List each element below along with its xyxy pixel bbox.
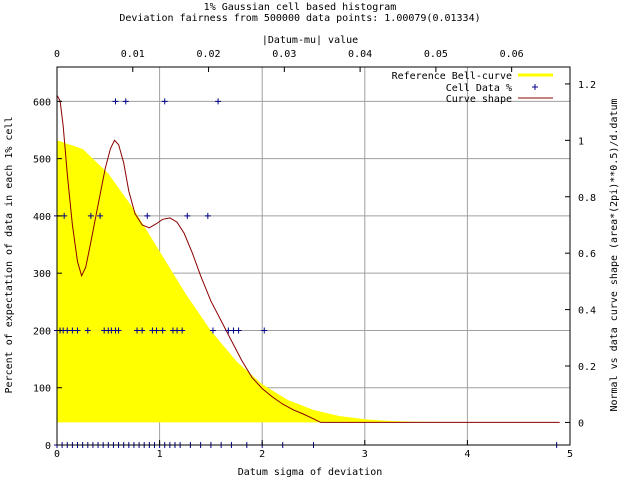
chart-subtitle: Deviation fairness from 500000 data poin… — [119, 13, 480, 24]
x2-tick-label: 0.03 — [272, 49, 296, 60]
cell-data-point — [261, 327, 268, 334]
cell-data-point — [225, 327, 232, 334]
y-tick-label: 400 — [33, 212, 51, 223]
cell-data-point — [134, 327, 141, 334]
cell-data-point — [87, 212, 94, 219]
x-tick-label: 3 — [362, 449, 368, 460]
cell-data-point — [174, 327, 181, 334]
y-tick-label: 500 — [33, 155, 51, 166]
y-tick-label: 100 — [33, 384, 51, 395]
x2-tick-label: 0 — [54, 49, 60, 60]
legend-label: Curve shape — [446, 94, 512, 105]
cell-data-point — [112, 98, 119, 105]
y2-tick-label: 0.4 — [578, 306, 596, 317]
x2-axis-label: |Datum-mu| value — [262, 35, 358, 46]
y2-tick-label: 1 — [578, 136, 584, 147]
x2-tick-label: 0.05 — [424, 49, 448, 60]
cell-data-point — [122, 98, 129, 105]
x-tick-label: 5 — [567, 449, 573, 460]
x-tick-label: 2 — [259, 449, 265, 460]
cell-data-point — [64, 327, 71, 334]
y2-tick-label: 0.2 — [578, 362, 596, 373]
cell-data-point — [184, 212, 191, 219]
curve-shape-line — [56, 94, 560, 423]
cell-data-point — [161, 98, 168, 105]
y-axis-label: Percent of expectation of data in each 1… — [4, 117, 15, 394]
y-tick-label: 200 — [33, 326, 51, 337]
cell-data-point — [144, 212, 151, 219]
x2-tick-label: 0.01 — [121, 49, 145, 60]
x2-tick-label: 0.02 — [197, 49, 221, 60]
y2-tick-label: 0.6 — [578, 249, 596, 260]
y2-tick-label: 0 — [578, 418, 584, 429]
x-tick-label: 4 — [464, 449, 470, 460]
y-tick-label: 0 — [45, 441, 51, 452]
x2-tick-label: 0.06 — [500, 49, 524, 60]
x-tick-label: 0 — [54, 449, 60, 460]
cell-data-point — [153, 327, 160, 334]
y-tick-label: 300 — [33, 269, 51, 280]
x-tick-label: 1 — [157, 449, 163, 460]
cell-data-point — [74, 327, 81, 334]
cell-data-point — [179, 327, 186, 334]
legend-label: Reference Bell-curve — [392, 71, 512, 82]
y2-tick-label: 1.2 — [578, 80, 596, 91]
cell-data-point — [204, 212, 211, 219]
cell-data-point — [84, 327, 91, 334]
plot-frame — [56, 66, 571, 446]
y2-axis-label: Normal vs data curve shape (area*(2pi)**… — [609, 98, 620, 411]
chart-title: 1% Gaussian cell based histogram — [204, 2, 397, 13]
legend-cell-swatch — [532, 84, 538, 90]
cell-data-point — [69, 327, 76, 334]
y2-tick-label: 0.8 — [578, 193, 596, 204]
x2-tick-label: 0.04 — [348, 49, 372, 60]
legend-label: Cell Data % — [446, 83, 512, 94]
y-tick-label: 600 — [33, 97, 51, 108]
cell-data-point — [235, 327, 242, 334]
cell-data-point — [159, 327, 166, 334]
cell-data-point — [230, 327, 237, 334]
cell-data-point — [139, 327, 146, 334]
cell-data-point — [61, 212, 68, 219]
bell-curve-area — [57, 140, 560, 423]
cell-data-point — [209, 327, 216, 334]
cell-data-point — [215, 98, 222, 105]
x-axis-label: Datum sigma of deviation — [238, 467, 383, 478]
cell-data-point — [115, 327, 122, 334]
cell-data-point — [97, 212, 104, 219]
